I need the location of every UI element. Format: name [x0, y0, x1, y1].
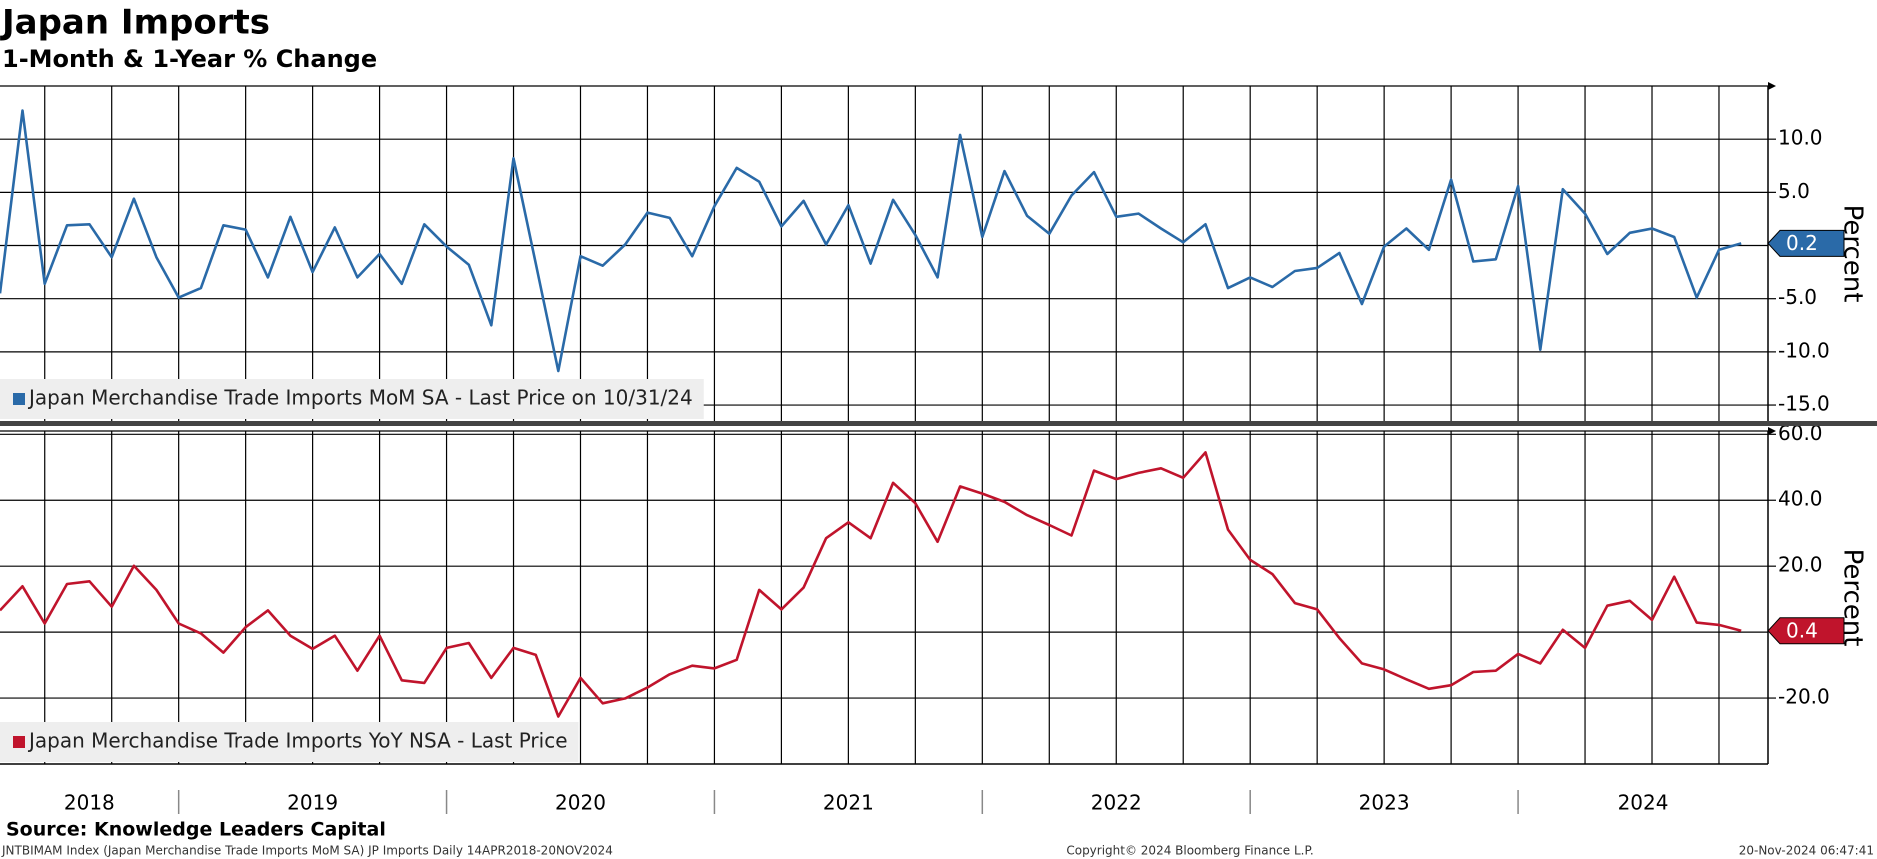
x-tick-label: 2018 [64, 791, 115, 815]
legend-swatch [13, 393, 25, 405]
chart-title: Japan Imports [0, 3, 270, 43]
y-tick-label: -20.0 [1778, 685, 1830, 709]
legend-label: Japan Merchandise Trade Imports MoM SA -… [27, 386, 693, 410]
index-note: JNTBIMAM Index (Japan Merchandise Trade … [1, 844, 613, 858]
x-tick-label: 2020 [555, 791, 606, 815]
legend-swatch [13, 736, 25, 748]
chart-subtitle: 1-Month & 1-Year % Change [2, 45, 377, 73]
legend-box [0, 379, 704, 419]
x-tick-label: 2022 [1091, 791, 1142, 815]
series-line [0, 451, 1742, 718]
y-tick-label: -5.0 [1778, 285, 1817, 309]
source: Source: Knowledge Leaders Capital [6, 819, 386, 841]
y-tick-label: 5.0 [1778, 179, 1810, 203]
y-tick-label: 40.0 [1778, 487, 1823, 511]
y-tick-label: -15.0 [1778, 392, 1830, 416]
y-tick-label: -10.0 [1778, 338, 1830, 362]
timestamp: 20-Nov-2024 06:47:41 [1739, 844, 1874, 858]
x-tick-label: 2019 [287, 791, 338, 815]
last-value-tag [1767, 617, 1845, 645]
y-tick-label: 20.0 [1778, 553, 1823, 577]
last-value-label: 0.2 [1786, 231, 1818, 255]
last-value-tag [1767, 229, 1845, 257]
copyright: Copyright© 2024 Bloomberg Finance L.P. [1066, 844, 1313, 858]
x-tick-label: 2024 [1618, 791, 1669, 815]
panel-separator [0, 421, 1877, 426]
y-tick-label: 10.0 [1778, 126, 1823, 150]
legend-box [0, 722, 579, 762]
x-tick-label: 2023 [1359, 791, 1410, 815]
axis-arrow [1768, 82, 1776, 90]
x-tick-label: 2021 [823, 791, 874, 815]
series-line [0, 109, 1742, 373]
last-value-label: 0.4 [1786, 618, 1818, 642]
legend-label: Japan Merchandise Trade Imports YoY NSA … [27, 729, 568, 753]
axis-arrow [1768, 427, 1776, 435]
